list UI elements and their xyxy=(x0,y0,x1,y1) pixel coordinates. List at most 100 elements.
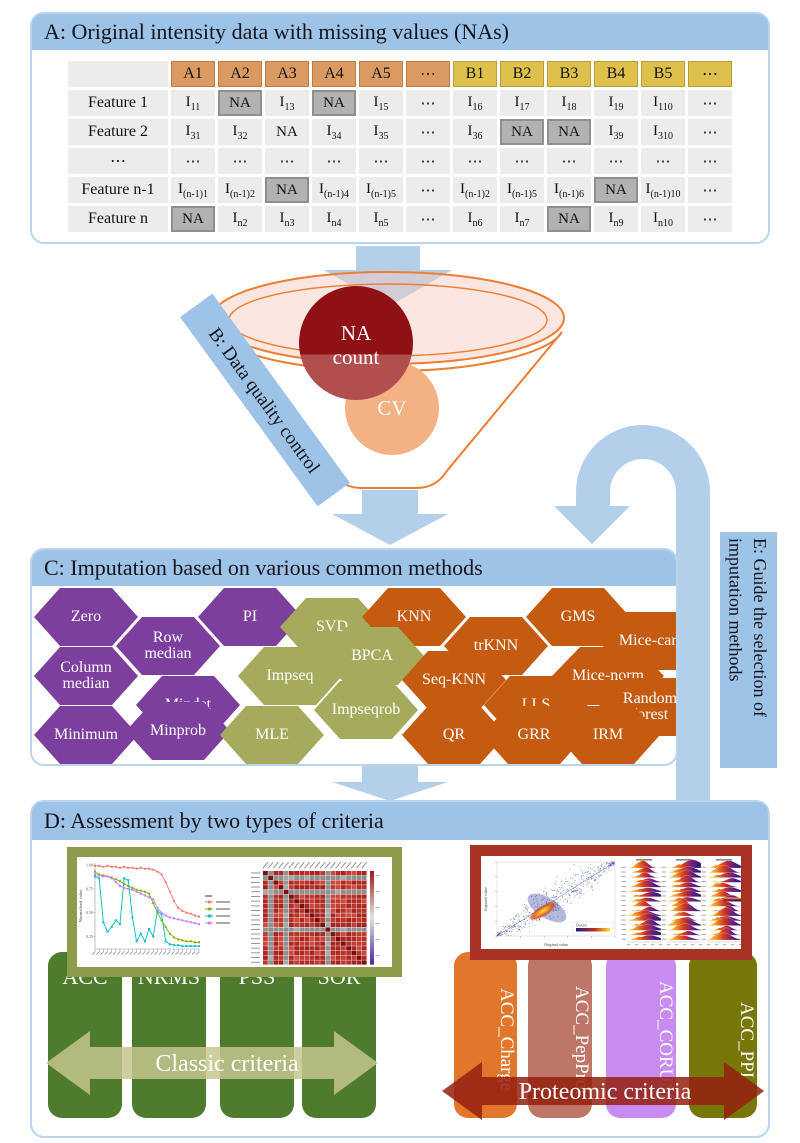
intensity-cell: I310 xyxy=(641,119,685,145)
ridge xyxy=(666,887,702,893)
intensity-cell: I34 xyxy=(312,119,356,145)
marker xyxy=(94,870,96,873)
heatmap-cell xyxy=(315,927,320,932)
scatter-point xyxy=(578,892,581,894)
scatter-point xyxy=(608,866,610,869)
marker xyxy=(114,878,117,881)
heatmap-cell xyxy=(278,922,284,927)
marker xyxy=(181,919,184,922)
heatmap-cell xyxy=(309,946,315,951)
ridge xyxy=(627,878,662,883)
scatter-point xyxy=(510,919,512,921)
heatmap-cell xyxy=(283,913,289,918)
ridge-label-smudge xyxy=(621,938,626,940)
marker xyxy=(127,879,130,882)
ridge xyxy=(667,930,702,936)
ellipsis-cell: ⋯ xyxy=(312,148,356,174)
heatmap-cell xyxy=(299,955,305,960)
marker xyxy=(168,932,171,935)
scatter-point xyxy=(527,914,529,916)
heatmap-cell xyxy=(315,875,320,880)
scatter-point xyxy=(504,927,506,929)
panel-title-smudge xyxy=(636,859,652,861)
classic-arrow-label: Classic criteria xyxy=(155,1051,299,1077)
scatter-point xyxy=(563,889,565,892)
proteomic-arrow-label: Proteomic criteria xyxy=(519,1079,692,1105)
ridge-label-smudge xyxy=(701,876,706,878)
heatmap-cell xyxy=(289,955,294,960)
ridge-label-smudge xyxy=(661,890,666,892)
heatmap-cell xyxy=(320,871,325,876)
scatter-point xyxy=(564,881,567,883)
scatter-point xyxy=(509,924,511,926)
heatmap-cell xyxy=(351,918,357,923)
marker xyxy=(148,892,151,895)
heatmap-cell xyxy=(278,871,284,876)
scatter-point xyxy=(517,913,519,915)
ridge-label-smudge xyxy=(701,919,706,921)
marker xyxy=(139,932,142,935)
marker xyxy=(148,896,151,899)
panel-a: A: Original intensity data with missing … xyxy=(30,12,770,244)
heatmap-cell xyxy=(351,936,357,942)
heatmap-cell xyxy=(361,922,367,927)
scatter-point xyxy=(574,874,577,876)
ellipsis-cell: ⋯ xyxy=(406,119,450,145)
heatmap-colorbar xyxy=(370,871,374,965)
scatter-point xyxy=(599,876,601,878)
marker xyxy=(110,876,113,879)
heatmap-cell xyxy=(283,885,289,890)
heatmap-cell xyxy=(268,941,273,946)
ridge-label-smudge xyxy=(661,929,666,930)
heatmap-cell xyxy=(351,894,357,899)
row-label-smudge xyxy=(251,957,260,958)
scatter-point xyxy=(556,891,558,893)
col-label-smudge xyxy=(340,861,347,869)
na-cell-highlighted: NA xyxy=(171,206,215,232)
heatmap-cell xyxy=(351,913,357,918)
hexagon-method-row-median: Row median xyxy=(116,617,220,675)
scatter-point xyxy=(529,911,531,913)
marker xyxy=(131,888,134,891)
x-tick-label-smudge xyxy=(195,951,200,955)
ellipsis-cell: ⋯ xyxy=(453,148,497,174)
heatmap-cell xyxy=(356,894,362,899)
heatmap-cell xyxy=(330,885,336,890)
scatter-point xyxy=(577,889,579,891)
row-label-smudge xyxy=(251,919,260,921)
heatmap-cell xyxy=(294,899,299,904)
scatter-point xyxy=(610,861,612,863)
heatmap-cell xyxy=(346,960,351,965)
heatmap-cell xyxy=(299,941,305,946)
marker xyxy=(102,875,105,878)
marker xyxy=(160,913,163,916)
heatmap-cell xyxy=(346,946,351,951)
scatter-point xyxy=(524,921,526,923)
heatmap-cell xyxy=(315,880,320,885)
marker xyxy=(110,865,113,868)
x-tick-label-smudge xyxy=(162,951,167,955)
heatmap-cell xyxy=(304,955,310,960)
table-row: Feature 1 I11 NA I13 NA I15 ⋯ I16 I17 I18 I19 I110 ⋯ xyxy=(68,90,732,116)
scatter-point xyxy=(576,891,578,893)
scatter-point xyxy=(589,864,591,866)
scatter-point xyxy=(542,898,544,901)
scatter-point xyxy=(567,889,569,891)
scatter-point xyxy=(502,925,504,927)
heatmap-cell xyxy=(351,946,357,951)
ridge xyxy=(666,902,702,912)
row-label-smudge xyxy=(251,891,260,893)
col-label-smudge xyxy=(345,861,352,869)
scatter-point xyxy=(528,925,530,927)
heatmap-cell xyxy=(346,885,351,890)
col-label-smudge xyxy=(330,861,336,869)
marker xyxy=(118,884,121,887)
heatmap-cell xyxy=(289,932,294,937)
heatmap-cell xyxy=(263,885,268,890)
scatter-point xyxy=(531,906,533,908)
ridge-label-smudge xyxy=(661,924,666,926)
heatmap-cell xyxy=(335,946,341,951)
intensity-cell: I(n-1)6 xyxy=(547,177,591,203)
heatmap-cell xyxy=(341,899,346,904)
panel-e-line1: E: Guide the selection of xyxy=(750,538,770,717)
